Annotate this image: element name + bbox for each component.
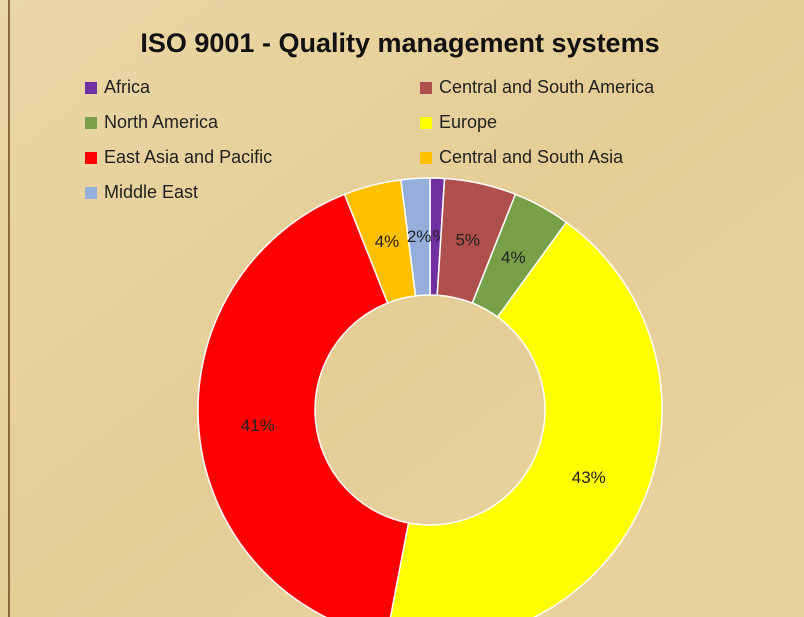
legend-label: East Asia and Pacific [104, 147, 272, 167]
data-label: 5% [455, 231, 480, 250]
donut-slice [197, 193, 410, 617]
donut-slice [400, 177, 431, 297]
legend-label: Middle East [104, 182, 198, 202]
data-label: 4% [501, 248, 526, 267]
chart-title: ISO 9001 - Quality management systems [140, 28, 659, 58]
legend-swatch [85, 117, 97, 129]
data-label: 43% [572, 468, 606, 487]
legend-label: North America [104, 112, 219, 132]
legend-label: Central and South Asia [439, 147, 624, 167]
donut: 1% 5%4%43%41%4% 2% [197, 177, 663, 617]
legend-swatch [420, 82, 432, 94]
legend-swatch [420, 152, 432, 164]
legend-swatch [85, 152, 97, 164]
legend-swatch [85, 187, 97, 199]
donut-slice [389, 221, 663, 617]
legend-label: Central and South America [439, 77, 655, 97]
legend-label: Africa [104, 77, 151, 97]
legend-label: Europe [439, 112, 497, 132]
legend: Africa Central and South America North Ame… [85, 77, 655, 202]
data-label: 41% [241, 416, 275, 435]
legend-swatch [420, 117, 432, 129]
legend-swatch [85, 82, 97, 94]
data-label: 2% [407, 227, 432, 246]
data-label: 4% [375, 232, 400, 251]
